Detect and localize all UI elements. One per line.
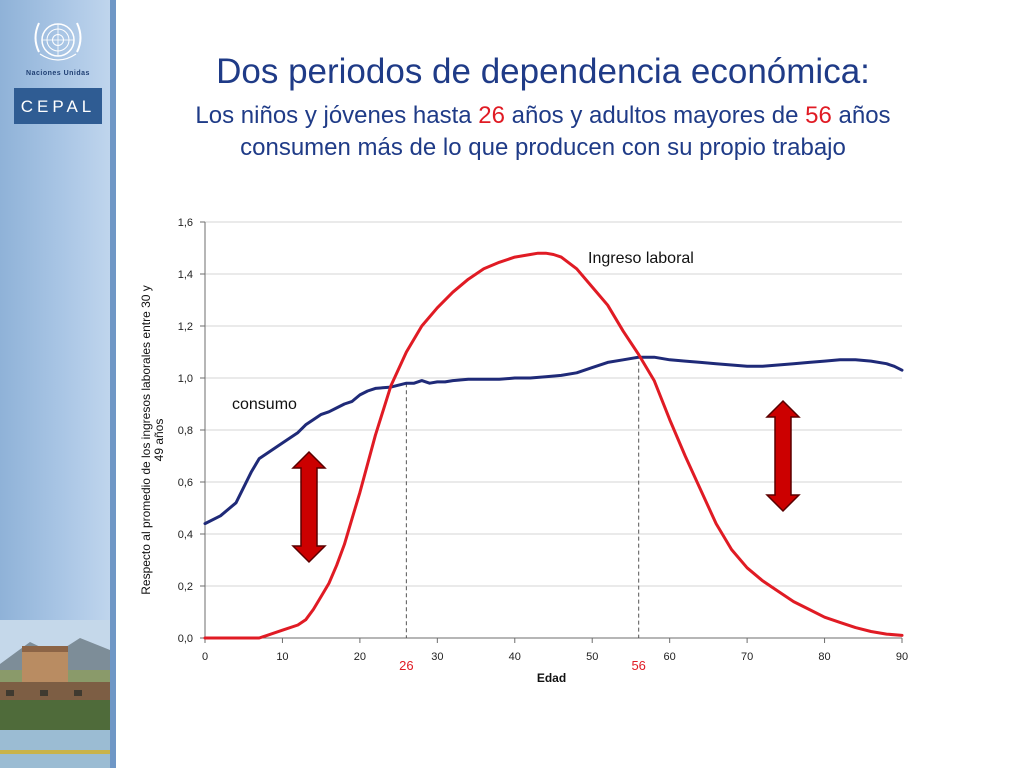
page-subtitle: Los niños y jóvenes hasta 26 años y adul… (118, 100, 968, 164)
subtitle-text-1: Los niños y jóvenes hasta (195, 102, 479, 129)
subtitle-line-1: Los niños y jóvenes hasta 26 años y adul… (118, 100, 968, 132)
subtitle-text-2: años y adultos mayores de (504, 102, 806, 129)
double-arrow-left-icon (291, 450, 327, 564)
x-tick-label: 80 (818, 651, 830, 663)
double-arrow-right-icon (765, 399, 801, 513)
series-label-consumo: consumo (232, 396, 297, 413)
subtitle-line-2: consumen más de lo que producen con su p… (240, 134, 846, 161)
x-tick-label: 50 (586, 651, 598, 663)
sidebar-banner: Naciones Unidas CEPAL (0, 0, 116, 768)
x-tick-label: 60 (664, 651, 676, 663)
y-tick-label: 1,0 (178, 373, 193, 385)
y-tick-label: 0,6 (178, 477, 193, 489)
y-tick-label: 1,2 (178, 321, 193, 333)
y-axis-label: Respecto al promedio de los ingresos lab… (139, 285, 166, 595)
series-layer (203, 251, 904, 640)
cepal-logo: CEPAL (14, 88, 102, 124)
subtitle-text-3: años (831, 102, 891, 129)
y-tick-label: 0,0 (178, 633, 193, 645)
y-tick-label: 1,4 (178, 269, 193, 281)
x-tick-label: 10 (276, 651, 288, 663)
arrow-layer (291, 399, 801, 564)
reference-label-26: 26 (399, 658, 413, 673)
reference-lines (405, 354, 640, 638)
x-tick-label: 30 (431, 651, 443, 663)
series-line-consumo (203, 355, 904, 526)
x-tick-label: 70 (741, 651, 753, 663)
axes-layer (200, 221, 903, 643)
age-threshold-old: 56 (805, 102, 832, 129)
un-emblem-icon (34, 22, 82, 61)
y-tick-label: 0,2 (178, 581, 193, 593)
age-threshold-young: 26 (478, 102, 505, 129)
y-tick-label: 1,6 (178, 217, 193, 229)
chart-text-layer: 0,0 0,2 0,4 0,6 0,8 1,0 1,2 1,4 1,6 0 10 20 30 40 50 60… (139, 217, 908, 685)
series-label-ingreso-laboral: Ingreso laboral (588, 250, 694, 267)
x-tick-label: 40 (509, 651, 521, 663)
org-name: Naciones Unidas (26, 70, 90, 77)
x-tick-label: 20 (354, 651, 366, 663)
building-photo (0, 620, 110, 768)
y-tick-label: 0,8 (178, 425, 193, 437)
x-tick-label: 0 (202, 651, 208, 663)
y-tick-label: 0,4 (178, 529, 193, 541)
page-title: Dos periodos de dependencia económica: (216, 52, 870, 91)
series-line-ingreso-laboral (203, 251, 904, 640)
reference-label-56: 56 (631, 658, 645, 673)
sidebar-edge (110, 0, 116, 768)
y-axis-label-line-2: 49 años (152, 419, 166, 462)
x-tick-label: 90 (896, 651, 908, 663)
y-axis-label-line-1: Respecto al promedio de los ingresos lab… (139, 285, 153, 595)
x-axis-label: Edad (537, 671, 566, 685)
cepal-logo-text: CEPAL (21, 97, 96, 116)
